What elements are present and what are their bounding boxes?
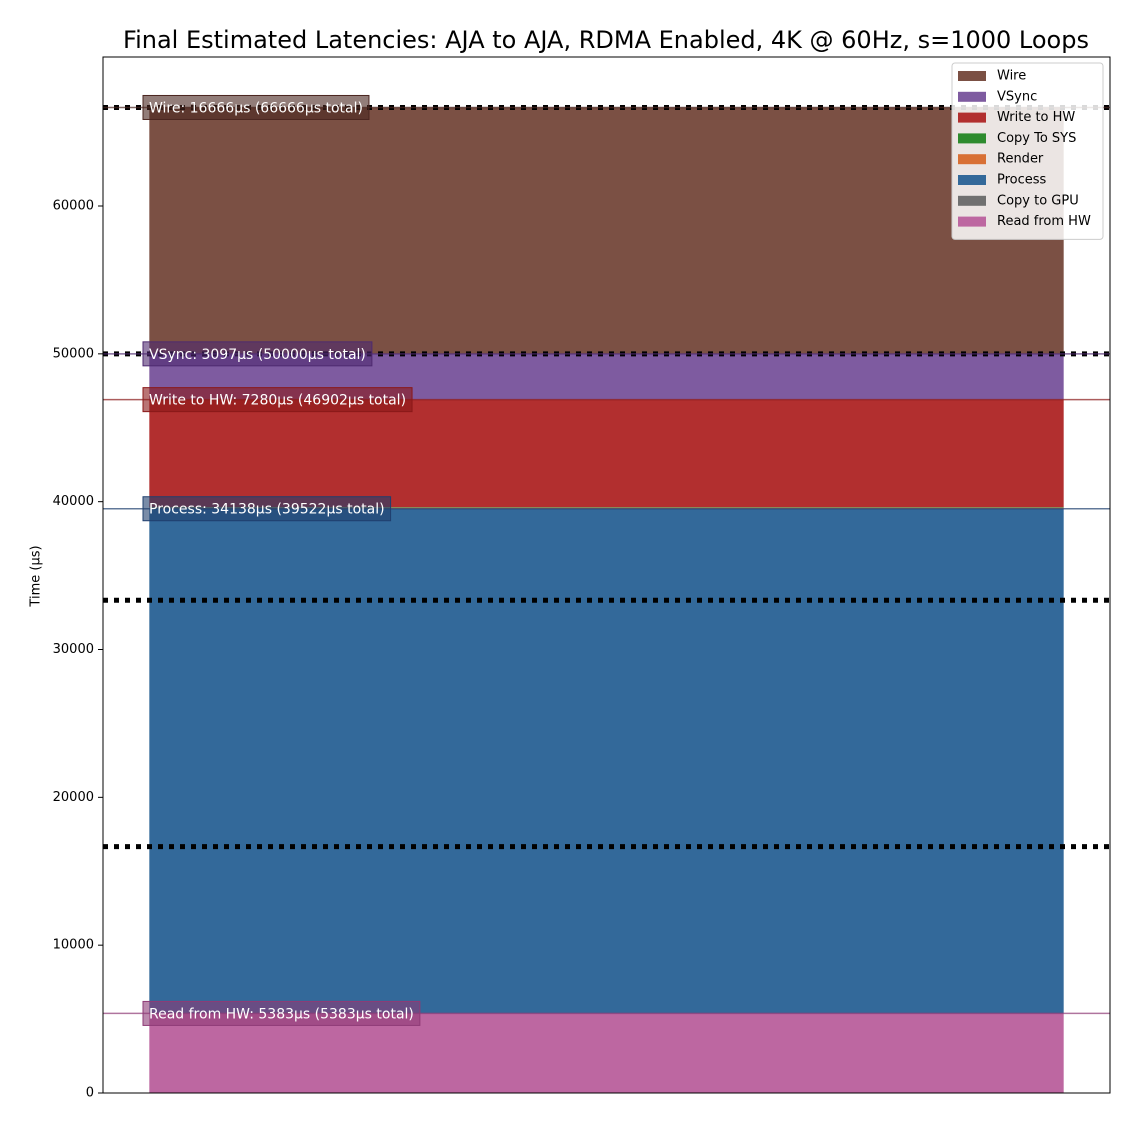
annotation-label: Wire: 16666µs (66666µs total) [149,100,363,116]
annotation-box [142,94,370,120]
legend-swatch [958,195,986,206]
y-tick-label: 30000 [53,642,94,657]
legend-swatch [958,216,986,227]
annotation-label: VSync: 3097µs (50000µs total) [149,347,366,363]
annotation-box [142,387,413,413]
annotation-box [142,1000,421,1026]
bar-segment [149,507,1064,508]
y-tick-label: 20000 [53,790,94,805]
annotation-label: Read from HW: 5383µs (5383µs total) [149,1006,414,1022]
legend-swatch [958,91,986,102]
legend-swatch [958,71,986,81]
legend-label: Render [997,152,1044,167]
annotation-box [142,496,392,522]
legend: Wire VSync Write to HW Copy To SYS Render Pro… [951,62,1104,240]
y-tick-label: 40000 [53,494,94,509]
legend-label: Write to HW [997,110,1075,125]
legend-frame [951,62,1104,240]
legend-swatch [958,133,986,144]
y-tick-label: 60000 [53,199,94,214]
bar-segment [149,1013,1064,1093]
annotation-box [142,341,373,367]
legend-label: Copy to GPU [997,193,1079,208]
bar-segment [149,107,1064,354]
legend-label: Copy To SYS [997,131,1076,146]
y-tick-label: 0 [86,1086,94,1101]
legend-label: Process [997,173,1047,188]
plot-frame [102,56,1111,1094]
legend-label: Wire [997,69,1026,84]
legend-swatch [958,112,986,123]
bar-segment [149,508,1064,1014]
y-axis-label: Time (µs) [29,545,44,607]
y-tick-label: 10000 [53,938,94,953]
legend-label: Read from HW [997,214,1091,229]
annotation-label: Write to HW: 7280µs (46902µs total) [149,393,406,409]
legend-label: VSync [997,89,1037,104]
legend-swatch [958,175,986,185]
bar-segment [149,399,1064,508]
annotation-label: Process: 34138µs (39522µs total) [149,502,385,518]
chart-title: Final Estimated Latencies: AJA to AJA, R… [123,26,1089,54]
y-tick-label: 50000 [53,346,94,361]
legend-swatch [958,154,986,165]
